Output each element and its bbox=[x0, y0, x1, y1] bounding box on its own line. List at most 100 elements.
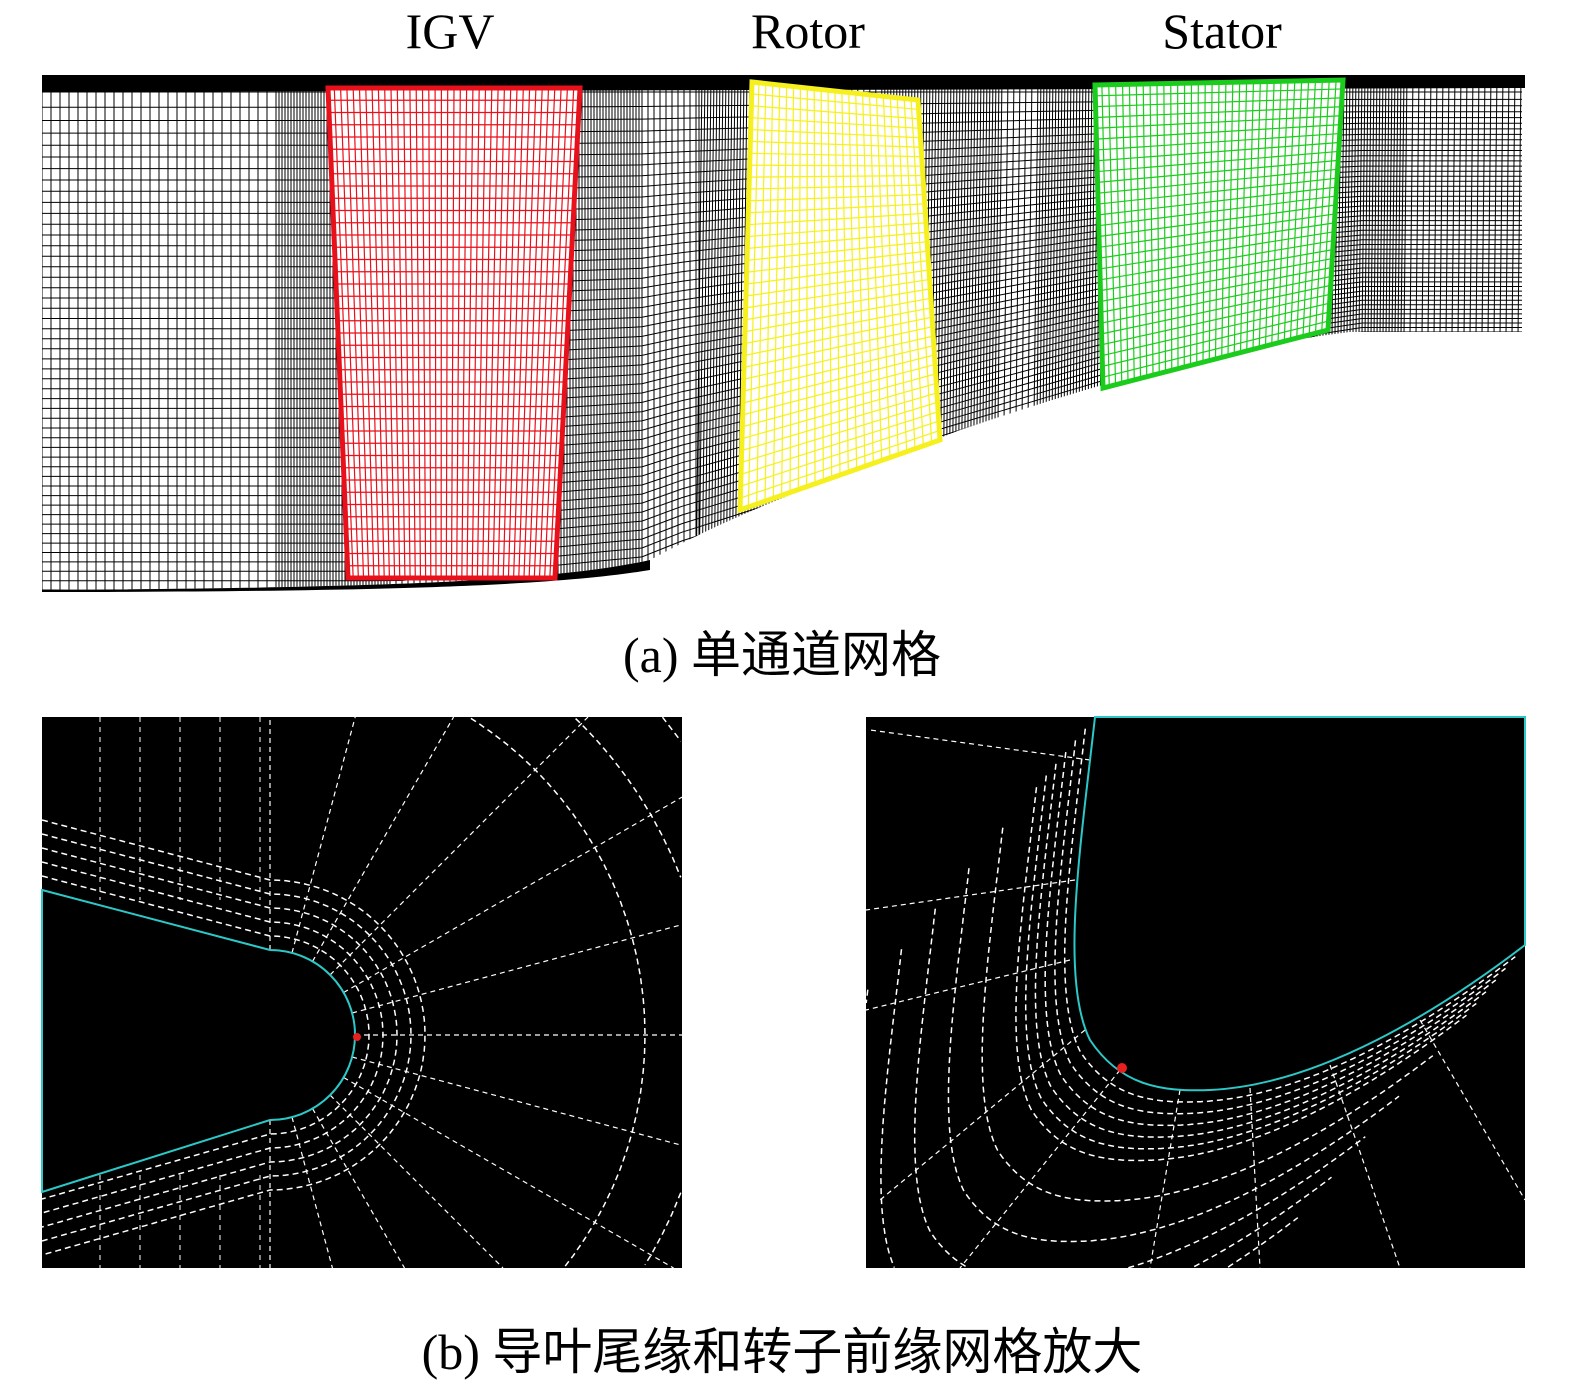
grid-line bbox=[704, 75, 712, 590]
grid-line bbox=[1098, 204, 1336, 238]
grid-line bbox=[661, 716, 682, 742]
grid-line bbox=[734, 75, 742, 590]
grid-line bbox=[1095, 88, 1343, 97]
grid-line bbox=[880, 949, 1332, 1268]
grid-line bbox=[865, 959, 1071, 1011]
grid-line bbox=[981, 827, 1434, 1202]
grid-line bbox=[710, 75, 718, 590]
grid-line bbox=[351, 1056, 683, 1146]
grid-line bbox=[741, 392, 938, 452]
grid-line bbox=[751, 81, 919, 101]
grid-line bbox=[748, 184, 924, 190]
grid-line bbox=[1102, 329, 1329, 389]
grid-line bbox=[750, 140, 922, 148]
grid-line bbox=[1101, 284, 1331, 335]
label-igv: IGV bbox=[405, 3, 495, 59]
grid-line bbox=[311, 1108, 406, 1269]
grid-line bbox=[291, 716, 356, 954]
stator-blade-mesh bbox=[1092, 77, 1346, 392]
igv-blade-mesh bbox=[325, 85, 583, 581]
grid-line bbox=[351, 924, 683, 1014]
grid-line bbox=[746, 250, 928, 273]
grid-line bbox=[716, 75, 724, 590]
grid-line bbox=[751, 93, 919, 111]
grid-line bbox=[1063, 728, 1516, 1103]
grid-line bbox=[750, 128, 921, 139]
grid-line bbox=[869, 729, 1091, 761]
grid-line bbox=[744, 297, 931, 333]
grid-line bbox=[1100, 257, 1333, 303]
grid-line bbox=[713, 75, 721, 590]
grid-line bbox=[1096, 124, 1341, 140]
grid-line bbox=[1098, 186, 1337, 216]
grid-line bbox=[1100, 240, 1334, 281]
grid-line bbox=[41, 819, 426, 1256]
rotor-leading-edge-wall bbox=[1073, 716, 1526, 1092]
grid-line bbox=[1094, 79, 1344, 86]
caption-a: (a) 单通道网格 bbox=[623, 627, 941, 683]
grid-line bbox=[749, 174, 923, 178]
grid-line bbox=[742, 373, 936, 428]
grid-line bbox=[1097, 159, 1339, 183]
grid-line bbox=[748, 203, 925, 214]
leading-edge-marker bbox=[1117, 1063, 1127, 1073]
grid-line bbox=[742, 354, 935, 404]
grid-line bbox=[1097, 150, 1339, 173]
grid-line bbox=[291, 1116, 334, 1269]
grid-line bbox=[343, 796, 683, 994]
grid-line bbox=[740, 420, 939, 487]
grid-line bbox=[41, 861, 384, 1214]
label-rotor: Rotor bbox=[751, 3, 865, 59]
grid-line bbox=[1015, 787, 1467, 1162]
grid-line bbox=[1095, 97, 1342, 108]
grid-line bbox=[741, 401, 938, 464]
grid-line bbox=[959, 1069, 1121, 1269]
grid-line bbox=[1102, 320, 1329, 378]
grid-line bbox=[1034, 763, 1487, 1138]
grid-line bbox=[1024, 775, 1477, 1150]
grid-line bbox=[41, 847, 398, 1228]
grid-line bbox=[1099, 231, 1334, 270]
grid-line bbox=[1101, 293, 1331, 346]
grid-line bbox=[744, 316, 933, 357]
grid-line bbox=[865, 879, 1076, 911]
grid-line bbox=[1100, 266, 1332, 313]
grid-line bbox=[748, 193, 925, 202]
grid-line bbox=[743, 344, 935, 392]
grid-line bbox=[311, 716, 455, 962]
grid-line bbox=[746, 241, 928, 261]
grid-line bbox=[750, 117, 920, 129]
grid-line bbox=[1102, 311, 1330, 367]
grid-line bbox=[329, 1094, 504, 1269]
igv-trailing-edge-grid bbox=[41, 716, 683, 1269]
grid-line bbox=[1102, 302, 1330, 357]
grid-line bbox=[1095, 106, 1342, 119]
rotor-leading-edge-grid bbox=[865, 716, 1526, 1269]
grid-line bbox=[749, 164, 923, 167]
grid-line bbox=[744, 307, 932, 345]
grid-line bbox=[746, 259, 929, 285]
hub-wall bbox=[42, 560, 650, 592]
grid-line bbox=[743, 326, 933, 368]
grid-line bbox=[1054, 740, 1506, 1115]
grid-line bbox=[1099, 213, 1336, 248]
grid-line bbox=[747, 212, 926, 226]
grid-line bbox=[731, 75, 739, 590]
grid-line bbox=[913, 908, 1366, 1269]
grid-line bbox=[740, 411, 939, 475]
grid-line bbox=[1044, 752, 1497, 1127]
single-passage-mesh bbox=[42, 75, 1525, 592]
grid-line bbox=[1097, 168, 1338, 194]
grid-line bbox=[739, 439, 941, 511]
grid-line bbox=[1249, 1087, 1261, 1269]
caption-b: (b) 导叶尾缘和转子前缘网格放大 bbox=[421, 1324, 1143, 1380]
grid-line bbox=[1098, 195, 1337, 227]
grid-line bbox=[749, 152, 922, 158]
grid-line bbox=[1096, 141, 1340, 162]
grid-line bbox=[751, 105, 920, 120]
grid-line bbox=[1098, 177, 1338, 205]
grid-line bbox=[329, 716, 589, 976]
grid-line bbox=[745, 269, 930, 297]
grid-line bbox=[41, 875, 370, 1200]
